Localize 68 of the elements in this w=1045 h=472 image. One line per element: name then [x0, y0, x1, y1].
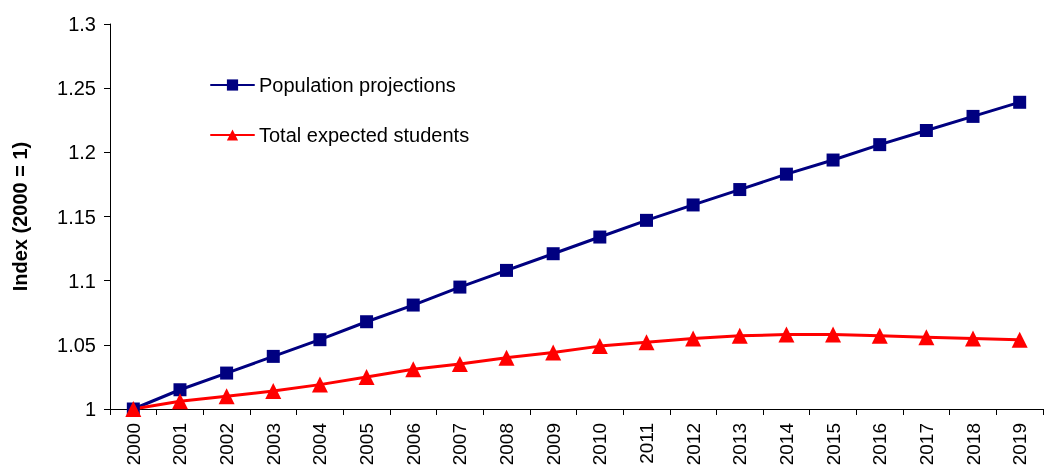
y-tick-label: 1.15	[57, 205, 96, 228]
point	[871, 327, 888, 344]
x-tick-label: 2002	[216, 423, 238, 466]
x-tick-label: 2009	[542, 423, 564, 466]
point	[498, 349, 515, 366]
x-tick-label: 2012	[682, 423, 704, 466]
point	[406, 298, 420, 312]
x-tick-label: 2010	[589, 423, 611, 466]
point	[639, 213, 653, 227]
y-tick-label: 1.05	[57, 333, 96, 356]
point	[405, 361, 422, 378]
point	[778, 326, 795, 343]
point	[731, 327, 748, 344]
point	[500, 263, 514, 277]
point	[313, 333, 327, 347]
point	[545, 344, 562, 361]
point	[546, 247, 560, 261]
point	[918, 329, 935, 346]
y-tick-label: 1	[84, 398, 96, 420]
point	[686, 198, 700, 212]
point	[966, 109, 980, 123]
legend-label: Population projections	[259, 74, 456, 96]
point	[591, 338, 608, 355]
x-tick-label: 2017	[915, 423, 937, 466]
x-tick-label: 2015	[822, 423, 844, 466]
y-tick-label: 1.2	[68, 141, 96, 164]
point	[873, 138, 887, 152]
y-tick-label: 1.25	[57, 77, 96, 100]
x-tick-label: 2006	[402, 423, 424, 466]
point	[173, 383, 187, 397]
point	[451, 356, 468, 373]
y-tick-label: 1.1	[68, 269, 96, 292]
x-tick-label: 2000	[122, 423, 144, 466]
x-tick-label: 2004	[309, 422, 331, 466]
point	[965, 330, 982, 347]
point	[358, 368, 375, 385]
y-axis-title: Index (2000 = 1)	[9, 141, 31, 292]
x-tick-label: 2019	[1009, 423, 1031, 466]
point	[919, 124, 933, 138]
x-tick-label: 2003	[262, 423, 284, 466]
x-tick-label: 2011	[635, 423, 657, 464]
point	[218, 388, 235, 405]
x-tick-label: 2005	[356, 423, 378, 466]
x-tick-label: 2008	[496, 423, 518, 466]
point	[826, 153, 840, 167]
point	[266, 349, 280, 363]
x-tick-label: 2014	[775, 422, 797, 466]
point	[171, 393, 188, 410]
point	[825, 326, 842, 343]
x-tick-label: 2007	[449, 423, 471, 466]
point	[1011, 331, 1028, 348]
point	[311, 376, 328, 393]
y-tick-label: 1.3	[68, 13, 96, 35]
point	[593, 230, 607, 244]
point	[453, 280, 467, 294]
point	[733, 183, 747, 197]
point	[685, 330, 702, 347]
point	[638, 334, 655, 351]
x-tick-label: 2001	[169, 423, 191, 466]
point	[779, 167, 793, 181]
x-tick-label: 2013	[729, 423, 751, 466]
x-tick-label: 2016	[869, 423, 891, 466]
x-tick-label: 2018	[962, 423, 984, 466]
point	[1013, 95, 1027, 109]
point	[265, 383, 282, 400]
point	[360, 315, 374, 329]
point	[220, 366, 234, 380]
legend-label: Total expected students	[259, 124, 470, 146]
